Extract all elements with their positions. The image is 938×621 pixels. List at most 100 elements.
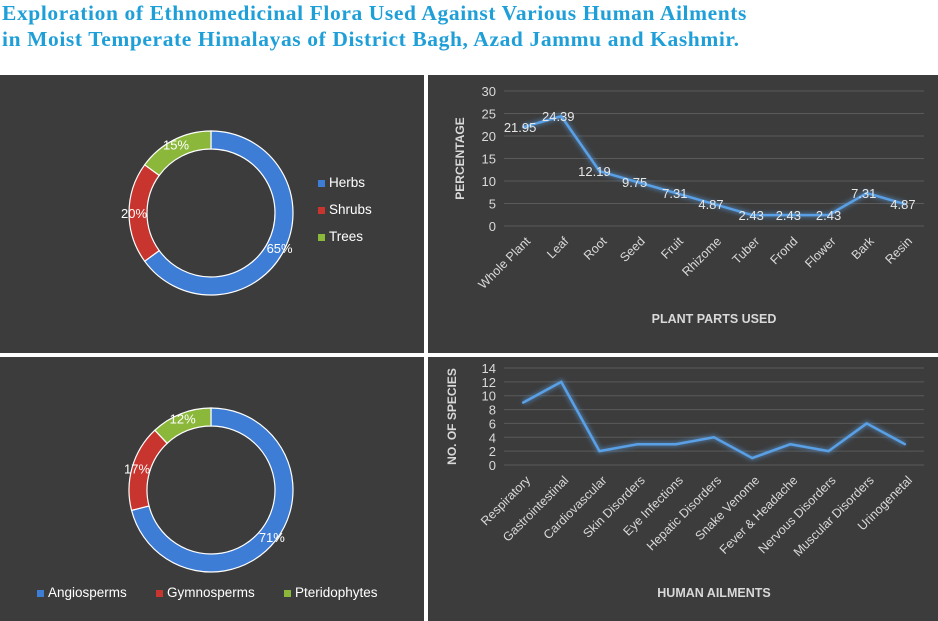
data-label-herbs: 65% [267, 241, 293, 256]
x-axis-title: PLANT PARTS USED [652, 312, 777, 326]
y-tick-label-25: 25 [482, 107, 496, 122]
x-tick-label-fruit: Fruit [658, 234, 686, 262]
data-label-shrubs: 20% [121, 206, 147, 221]
point-root [598, 169, 601, 173]
y-tick-label-6: 6 [489, 416, 496, 431]
x-axis-title: HUMAN AILMENTS [657, 586, 770, 600]
y-tick-label-2: 2 [489, 444, 496, 459]
plant-parts-line-svg: 0 5 10 15 20 25 30 Whole Plant Leaf Root Seed Fruit… [453, 84, 924, 326]
y-tick-label-5: 5 [489, 197, 496, 212]
x-tick-label-tuber: Tuber [730, 234, 763, 267]
legend-marker-herbs [318, 180, 325, 187]
point-gastrointestinal [560, 380, 563, 384]
plant-group-doughnut-chart: 71% 17% 12% Angiosperms Gymnosperms Pteridoph… [0, 357, 424, 621]
data-label-angiosperms: 71% [259, 530, 285, 545]
point-frond [789, 213, 792, 217]
y-tick-label-20: 20 [482, 129, 496, 144]
y-tick-label-8: 8 [489, 403, 496, 418]
point-flower [827, 213, 830, 217]
horizontal-divider [0, 353, 938, 357]
point-skin-disorders [636, 443, 639, 446]
legend-marker-trees [318, 234, 325, 241]
point-whole-plant [521, 126, 525, 129]
point-leaf [560, 115, 563, 118]
series-line-glow [521, 378, 907, 461]
point-tuber [750, 213, 754, 217]
point-cardiovascular [598, 449, 601, 453]
point-bark [865, 191, 868, 195]
legend-label-trees: Trees [329, 229, 363, 244]
point-fruit [674, 191, 678, 195]
data-label-leaf: 24.39 [542, 109, 575, 124]
page-title: Exploration of Ethnomedicinal Flora Used… [2, 0, 938, 52]
point-resin [903, 202, 907, 206]
point-snake-venome [750, 456, 754, 460]
point-hepatic-disorders [712, 436, 716, 439]
x-tick-label-flower: Flower [802, 234, 838, 270]
legend-label-angiosperms: Angiosperms [48, 585, 127, 600]
vertical-divider [424, 75, 428, 621]
data-label-fruit: 7.31 [662, 186, 687, 201]
point-urinogenetal [903, 443, 907, 446]
data-label-frond: 2.43 [776, 208, 801, 223]
data-label-resin: 4.87 [890, 197, 915, 212]
data-label-trees: 15% [163, 137, 189, 152]
ailments-line-svg: 02468101214RespiratoryGastrointestinalCa… [445, 361, 924, 600]
y-tick-label-10: 10 [482, 174, 496, 189]
x-tick-label-rhizome: Rhizome [679, 234, 724, 279]
data-label-flower: 2.43 [816, 208, 841, 223]
point-rhizome [712, 202, 716, 206]
x-tick-label-seed: Seed [617, 234, 648, 265]
legend-label-shrubs: Shrubs [329, 202, 372, 217]
plant-parts-line-chart: 0 5 10 15 20 25 30 Whole Plant Leaf Root Seed Fruit… [428, 75, 938, 353]
plant-habit-doughnut-svg: 65% 20% 15% Herbs Shrubs Trees [121, 130, 372, 296]
legend-label-pteridophytes: Pteridophytes [295, 585, 378, 600]
x-tick-label-leaf: Leaf [544, 234, 571, 261]
data-label-root: 12.19 [578, 164, 611, 179]
y-tick-label-4: 4 [489, 430, 496, 445]
point-eye-infections [674, 443, 678, 446]
x-tick-label-bark: Bark [849, 234, 878, 263]
x-tick-label-whole-plant: Whole Plant [476, 234, 534, 292]
point-seed [636, 180, 639, 184]
legend-label-herbs: Herbs [329, 175, 365, 190]
y-tick-label-30: 30 [482, 84, 496, 99]
point-nervous-disorders [827, 449, 830, 453]
point-respiratory [521, 401, 525, 404]
slice-angiosperms [130, 407, 294, 573]
y-axis-title: PERCENTAGE [453, 117, 467, 199]
y-tick-label-12: 12 [482, 375, 496, 390]
title-line-1: Exploration of Ethnomedicinal Flora Used… [2, 1, 748, 25]
slice-herbs [143, 130, 294, 296]
x-tick-label-resin: Resin [883, 234, 916, 267]
slice-trees [143, 130, 212, 177]
y-tick-label-0: 0 [489, 219, 496, 234]
legend-marker-gymnosperms [156, 590, 163, 597]
plant-group-doughnut-svg: 71% 17% 12% Angiosperms Gymnosperms Pteridoph… [37, 407, 378, 600]
data-label-gymnosperms: 17% [124, 462, 150, 477]
point-muscular-disorders [865, 422, 868, 425]
legend-marker-angiosperms [37, 590, 44, 597]
y-tick-label-0: 0 [489, 458, 496, 473]
y-tick-label-10: 10 [482, 389, 496, 404]
slice-pteridophytes [154, 407, 212, 445]
data-label-rhizome: 4.87 [698, 197, 723, 212]
legend-marker-shrubs [318, 207, 325, 214]
data-label-bark: 7.31 [851, 186, 876, 201]
point-fever-headache [789, 443, 792, 446]
legend-marker-pteridophytes [284, 590, 291, 597]
ailments-line-chart: 0 2 4 6 8 10 12 14 Respiratory Gastrointestinal Ca… [428, 357, 938, 621]
data-label-tuber: 2.43 [739, 208, 764, 223]
data-label-pteridophytes: 12% [170, 411, 196, 426]
title-line-2: in Moist Temperate Himalayas of District… [2, 27, 740, 51]
y-tick-label-14: 14 [482, 361, 496, 376]
data-label-seed: 9.75 [622, 175, 647, 190]
y-tick-label-15: 15 [482, 152, 496, 167]
legend-label-gymnosperms: Gymnosperms [167, 585, 255, 600]
x-tick-label-frond: Frond [767, 234, 800, 267]
x-tick-label-gastrointestinal: Gastrointestinal [500, 473, 571, 544]
x-tick-label-root: Root [581, 234, 610, 263]
data-label-whole-plant: 21.95 [504, 120, 537, 135]
plant-habit-doughnut-chart: 65% 20% 15% Herbs Shrubs Trees [0, 75, 424, 353]
y-axis-title: NO. OF SPECIES [445, 368, 459, 465]
